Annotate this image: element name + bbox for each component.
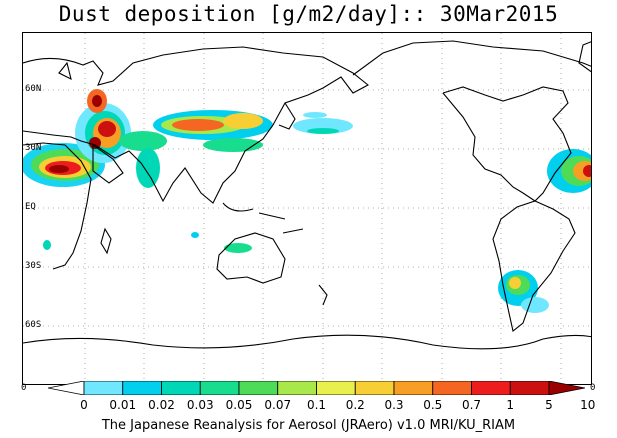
- colorbar-label: 10: [580, 398, 596, 412]
- colorbar-swatch: [83, 381, 124, 395]
- lat-label-30n: 30N: [25, 143, 42, 153]
- map-panel: 60N 30N EQ 30S 60S: [22, 32, 592, 385]
- colorbar-label: 1: [506, 398, 515, 412]
- colorbar: [48, 381, 585, 395]
- colorbar-label: 0.5: [423, 398, 443, 412]
- colorbar-swatch: [471, 381, 511, 395]
- colorbar-label: 0: [80, 398, 88, 412]
- colorbar-swatches: [48, 381, 585, 395]
- graticule: [23, 33, 591, 384]
- world-map: [23, 33, 591, 384]
- credit-line: The Japanese Reanalysis for Aerosol (JRA…: [101, 418, 516, 433]
- colorbar-swatch: [432, 381, 472, 395]
- colorbar-swatch: [238, 381, 279, 395]
- colorbar-label: 0.01: [109, 398, 137, 412]
- colorbar-label: 0.02: [148, 398, 175, 412]
- colorbar-label: 5: [545, 398, 553, 412]
- coastlines: [23, 40, 591, 350]
- colorbar-swatch: [548, 381, 585, 395]
- colorbar-label: 0.1: [306, 398, 327, 412]
- colorbar-swatch: [48, 381, 85, 395]
- colorbar-swatch: [161, 381, 201, 395]
- colorbar-swatch: [199, 381, 240, 395]
- colorbar-swatch: [122, 381, 162, 395]
- edge-label-right: 0: [590, 383, 596, 393]
- colorbar-label: 0.7: [461, 398, 482, 412]
- lat-label-30s: 30S: [25, 261, 42, 271]
- colorbar-label: 0.2: [345, 398, 365, 412]
- map-title: Dust deposition [g/m2/day]:: 30Mar2015: [58, 2, 559, 26]
- colorbar-label: 0.3: [384, 398, 404, 412]
- colorbar-swatch: [277, 381, 317, 395]
- colorbar-swatch: [393, 381, 434, 395]
- colorbar-swatch: [509, 381, 550, 395]
- edge-label-left: 0: [21, 383, 27, 393]
- colorbar-swatch: [316, 381, 356, 395]
- lat-label-60n: 60N: [25, 84, 42, 94]
- lat-label-eq: EQ: [25, 202, 36, 212]
- colorbar-label: 0.03: [186, 398, 214, 412]
- colorbar-swatch: [354, 381, 395, 395]
- lat-label-60s: 60S: [25, 320, 42, 330]
- dust-plumes: [23, 89, 591, 313]
- colorbar-label: 0.07: [264, 398, 292, 412]
- colorbar-label: 0.05: [225, 398, 253, 412]
